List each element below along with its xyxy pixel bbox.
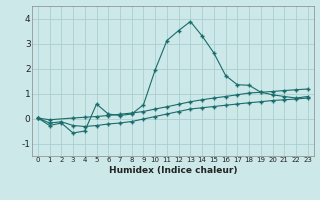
X-axis label: Humidex (Indice chaleur): Humidex (Indice chaleur) (108, 166, 237, 175)
